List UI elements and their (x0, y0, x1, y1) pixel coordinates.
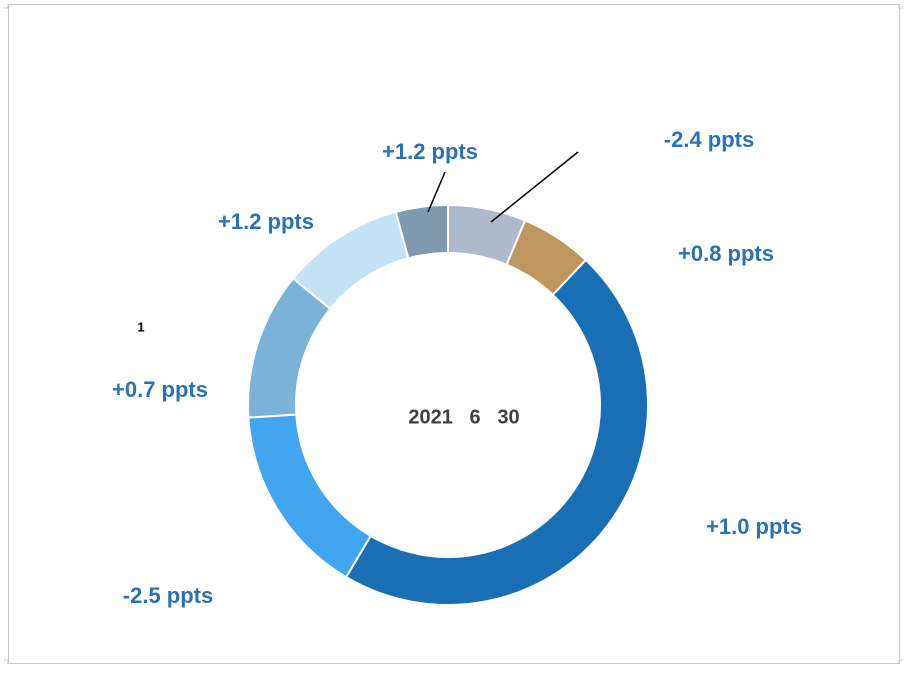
slice-annotation: +1.0 ppts (706, 514, 802, 539)
donut (247, 203, 649, 606)
slice-annotation: +1.2 ppts (218, 209, 314, 234)
frame-corners (4, 4, 903, 664)
donut-slice (394, 203, 449, 260)
note: 1 (137, 319, 144, 334)
slice-annotation: -2.5 ppts (123, 583, 213, 608)
leader-line (427, 171, 446, 213)
slice-annotation: +0.7 ppts (112, 377, 208, 402)
slice-annotation: -2.4 ppts (664, 127, 754, 152)
slice-annotation: +1.2 ppts (382, 139, 478, 164)
center-text: 2021 6 30 (408, 406, 519, 428)
frame (8, 4, 900, 664)
leader-line (490, 151, 579, 223)
donut-slice (344, 258, 649, 606)
slice-annotation: +0.8 ppts (678, 241, 774, 266)
